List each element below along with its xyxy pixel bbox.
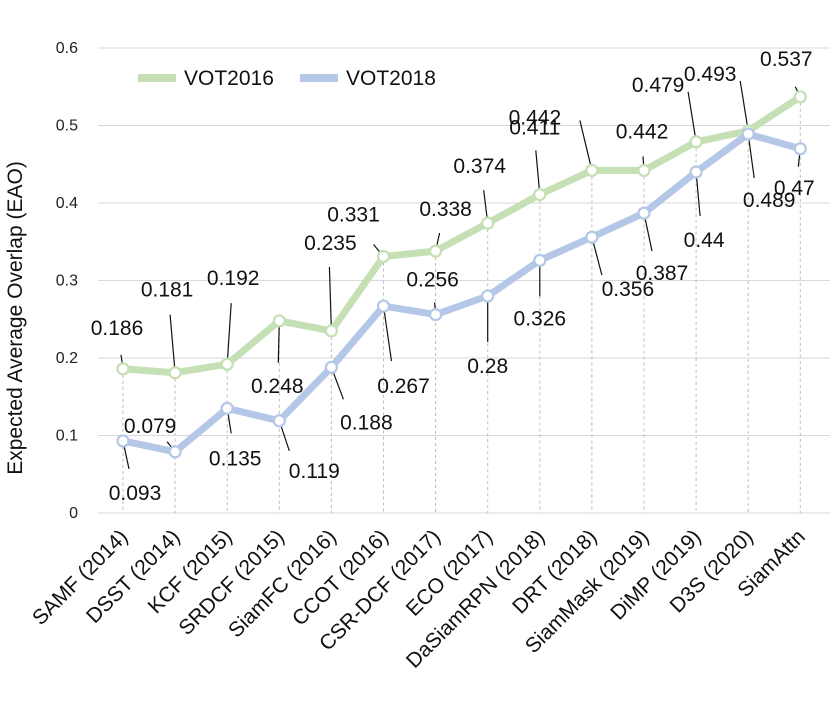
data-label-vot2016: 0.537 (760, 48, 813, 71)
data-label-vot2018: 0.387 (636, 262, 689, 285)
label-leader (169, 314, 176, 373)
y-tick-label: 0.2 (56, 350, 78, 367)
data-point-vot2016 (689, 135, 703, 149)
data-label-vot2018: 0.356 (602, 278, 655, 301)
label-leader (579, 120, 593, 171)
data-point-vot2018 (429, 308, 443, 322)
data-point-vot2016 (116, 362, 130, 376)
label-leader (535, 150, 541, 195)
data-point-vot2018 (637, 206, 651, 220)
data-point-vot2016 (376, 249, 391, 264)
data-point-vot2018 (741, 127, 755, 141)
legend-label-vot2018: VOT2018 (346, 67, 436, 90)
data-point-vot2018 (272, 414, 286, 428)
y-tick-label: 0 (69, 505, 78, 522)
data-label-vot2016: 0.186 (91, 317, 144, 340)
data-point-vot2018 (689, 165, 703, 179)
data-label-vot2016: 0.374 (453, 155, 506, 178)
data-point-vot2018 (481, 289, 495, 303)
data-label-vot2016: 0.331 (327, 203, 380, 226)
data-label-vot2016: 0.411 (509, 116, 560, 139)
y-axis-ticks: 0 0.1 0.2 0.3 0.4 0.5 0.6 (56, 40, 78, 522)
data-point-vot2016 (220, 357, 234, 371)
data-point-vot2016 (168, 366, 182, 380)
label-leader (226, 303, 232, 365)
data-label-vot2018: 0.135 (209, 447, 262, 470)
label-leader (277, 320, 280, 363)
series-lines (119, 93, 804, 456)
y-tick-label: 0.4 (56, 195, 78, 212)
label-leader (695, 171, 701, 217)
label-leader (687, 91, 697, 142)
data-points (116, 90, 807, 459)
data-point-vot2016 (793, 90, 807, 104)
label-leader (382, 305, 393, 362)
label-leader (747, 133, 755, 179)
data-labels: 0.186 0.181 0.192 0.248 0.235 0.331 0.338 0.374… (91, 48, 815, 505)
data-label-vot2016: 0.493 (684, 63, 737, 86)
data-point-vot2016 (481, 216, 495, 230)
data-label-vot2016: 0.479 (632, 74, 685, 97)
data-point-vot2018 (116, 434, 130, 448)
data-label-vot2018: 0.119 (289, 460, 340, 483)
series-line-vot2016 (119, 93, 804, 377)
data-label-vot2018: 0.44 (684, 229, 725, 252)
data-label-vot2018: 0.267 (377, 375, 430, 398)
y-tick-label: 0.6 (56, 40, 78, 57)
label-leader (328, 266, 332, 331)
gridlines (98, 47, 830, 514)
data-label-vot2018: 0.079 (124, 415, 177, 438)
y-tick-label: 0.1 (56, 428, 78, 445)
series-line-vot2018 (119, 130, 804, 456)
data-point-vot2018 (220, 401, 234, 415)
y-tick-label: 0.5 (56, 118, 78, 135)
data-point-vot2016 (637, 163, 651, 178)
data-label-vot2018: 0.489 (743, 189, 796, 212)
data-label-vot2016: 0.192 (207, 267, 260, 290)
data-label-vot2016: 0.442 (616, 120, 669, 143)
data-point-vot2018 (324, 360, 338, 374)
category-guides (122, 96, 801, 513)
data-point-vot2018 (168, 445, 182, 459)
data-point-vot2016 (585, 163, 599, 178)
data-label-vot2016: 0.235 (304, 232, 357, 255)
data-label-vot2018: 0.47 (774, 177, 815, 200)
data-label-vot2018: 0.28 (467, 355, 508, 378)
y-axis-label: Expected Average Overlap (EAO) (4, 161, 27, 475)
data-point-vot2018 (793, 142, 807, 156)
data-label-vot2016: 0.181 (141, 279, 194, 302)
data-label-vot2016: 0.442 (509, 106, 562, 129)
legend: VOT2016 VOT2018 (138, 67, 436, 90)
data-point-vot2016 (429, 244, 443, 258)
data-label-vot2018: 0.188 (340, 411, 393, 434)
data-point-vot2016 (533, 187, 547, 202)
label-leader (739, 80, 749, 132)
data-point-vot2018 (376, 299, 391, 313)
legend-label-vot2016: VOT2016 (184, 67, 274, 90)
data-point-vot2016 (324, 324, 338, 338)
data-label-vot2018: 0.256 (406, 269, 459, 292)
data-label-vot2018: 0.326 (514, 307, 567, 330)
data-label-vot2018: 0.093 (109, 482, 162, 505)
data-point-vot2018 (533, 253, 547, 267)
data-label-vot2016: 0.338 (419, 198, 472, 221)
x-axis-categories: SAMF (2014)DSST (2014)KCF (2015)SRDCF (2… (28, 525, 810, 672)
y-tick-label: 0.3 (56, 273, 78, 290)
data-point-vot2016 (272, 314, 286, 328)
data-label-vot2016: 0.248 (251, 375, 304, 398)
data-point-vot2018 (585, 230, 599, 244)
